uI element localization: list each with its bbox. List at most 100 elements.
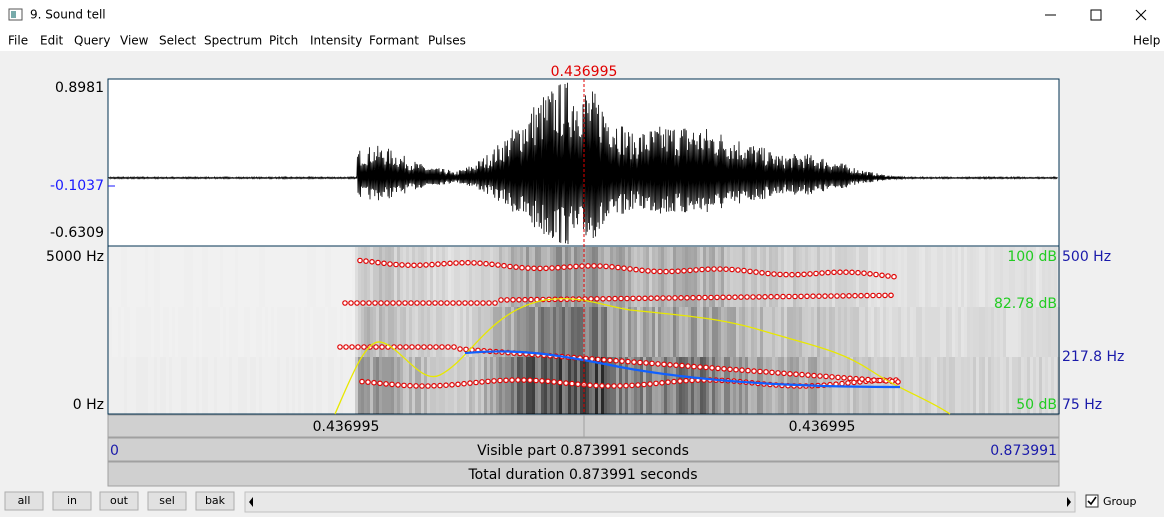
spectrogram-cell [382, 357, 385, 414]
formant-dot [702, 294, 708, 301]
spectrogram-cell [715, 357, 718, 414]
spectrogram-cell [505, 357, 508, 414]
spectrogram-cell [568, 357, 571, 414]
menu-item[interactable]: Edit [40, 34, 64, 48]
spectrogram-cell [490, 247, 493, 307]
spectrogram-cell [937, 307, 940, 357]
spectrogram-cell [934, 357, 937, 414]
spectrogram-cell [460, 307, 463, 357]
spectrogram-cell [676, 307, 679, 357]
spectrogram-cell [913, 307, 916, 357]
close-button[interactable] [1135, 9, 1147, 21]
spectrogram-cell [433, 307, 436, 357]
spectrogram-cell [496, 307, 499, 357]
formant-dot [677, 378, 683, 384]
spectrogram-cell [553, 247, 556, 307]
formant-dot [456, 300, 462, 306]
formant-dot [401, 382, 407, 389]
spectrogram-cell [139, 307, 142, 357]
spectrogram-cell [541, 247, 544, 307]
maximize-button[interactable] [1090, 9, 1102, 21]
spectrogram-cell [1042, 247, 1045, 307]
spectrogram-cell [427, 307, 430, 357]
menu-item[interactable]: Formant [369, 34, 419, 48]
spectrogram-cell [838, 247, 841, 307]
spectrogram-cell [148, 307, 151, 357]
spectrogram-cell [358, 247, 361, 307]
group-checkbox[interactable] [1085, 494, 1099, 508]
menu-item[interactable]: Select [159, 34, 196, 48]
spectrogram-cell [586, 307, 589, 357]
spectrogram-cell [1021, 357, 1024, 414]
spectrogram-cell [574, 307, 577, 357]
scroll-left[interactable] [249, 497, 253, 507]
spectrogram-cell [979, 247, 982, 307]
visible-bar[interactable] [107, 437, 1060, 462]
spectrogram-cell [154, 357, 157, 414]
right-segment[interactable] [583, 414, 1060, 438]
button[interactable] [147, 491, 187, 511]
spectrogram-cell [559, 307, 562, 357]
spectrogram-cell [754, 307, 757, 357]
spectrogram-cell [133, 307, 136, 357]
formant-dot [729, 266, 735, 273]
spectrogram-cell [820, 307, 823, 357]
formant-dot [798, 293, 804, 300]
spectrogram-cell [739, 247, 742, 307]
menu-item[interactable]: File [8, 34, 28, 48]
spectrogram-cell [565, 307, 568, 357]
spectrogram-cell [808, 307, 811, 357]
spectrogram-cell [889, 357, 892, 414]
spectrogram-cell [880, 307, 883, 357]
spectrogram-cell [997, 307, 1000, 357]
spectrogram-cell [562, 307, 565, 357]
spectrogram-cell [472, 357, 475, 414]
spectrogram-cell [271, 247, 274, 307]
menu-item[interactable]: Spectrum [204, 34, 262, 48]
formant-dot [461, 380, 467, 387]
formant-dot [477, 260, 483, 267]
menu-item[interactable]: Pitch [269, 34, 298, 48]
spectrogram-cell [415, 307, 418, 357]
formant-dot [467, 380, 473, 386]
button[interactable] [4, 491, 44, 511]
spectrogram-cell [691, 357, 694, 414]
total-bar[interactable] [107, 461, 1060, 487]
scroll-right[interactable] [1067, 497, 1071, 507]
spectrogram-cell [250, 247, 253, 307]
formant-dot [750, 294, 756, 300]
spectrogram-cell [451, 247, 454, 307]
spectrogram-cell [682, 307, 685, 357]
menu-item[interactable]: View [120, 34, 149, 48]
spectrogram-cell [679, 307, 682, 357]
spectrogram-cell [865, 307, 868, 357]
formant-dot [642, 295, 648, 302]
menu-help[interactable]: Help [1133, 34, 1160, 48]
spectrogram-cell [391, 247, 394, 307]
menu-item[interactable]: Pulses [428, 34, 466, 48]
spectrogram-cell [388, 307, 391, 357]
formant-dot [525, 265, 531, 271]
formant-dot [873, 271, 879, 278]
formant-dot [739, 367, 745, 373]
scrollbar[interactable] [244, 491, 1076, 513]
menu-item[interactable]: Query [74, 34, 110, 48]
button[interactable] [195, 491, 235, 511]
menu-item[interactable]: Intensity [310, 34, 362, 48]
button[interactable] [52, 491, 92, 511]
spectrogram-cell [442, 307, 445, 357]
formant-dot [714, 294, 720, 301]
spectrogram-cell [568, 247, 571, 307]
spectrogram-cell [676, 357, 679, 414]
spectrogram-cell [1057, 357, 1060, 414]
spectrogram-cell [469, 307, 472, 357]
formant-dot [423, 262, 429, 268]
formant-dot [689, 377, 695, 384]
spectrogram-cell [148, 247, 151, 307]
button[interactable] [99, 491, 139, 511]
spectrogram-cell [187, 307, 190, 357]
spectrogram-cell [616, 307, 619, 357]
spectrogram-cell [601, 307, 604, 357]
spectrogram-cell [949, 307, 952, 357]
spectrogram-cell [946, 307, 949, 357]
